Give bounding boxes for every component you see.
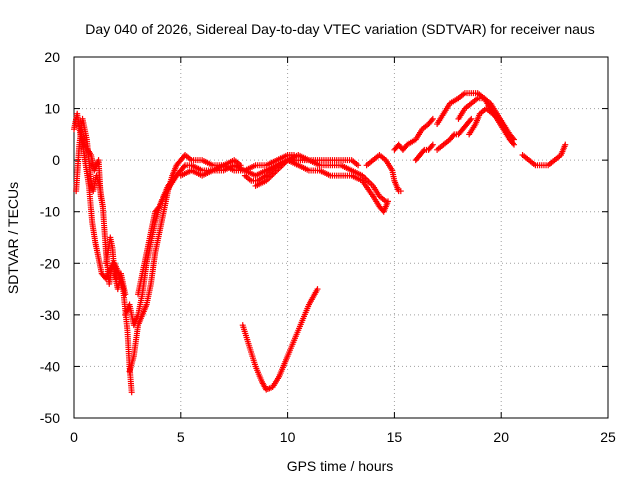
data-point xyxy=(467,117,474,124)
data-point xyxy=(122,291,129,298)
grid xyxy=(74,57,608,418)
series-late-c xyxy=(412,141,436,164)
series-rise-3 xyxy=(135,172,180,298)
x-tick-label: 20 xyxy=(493,429,509,445)
series-rise-1 xyxy=(126,151,244,375)
data-point xyxy=(428,117,435,124)
series-tail xyxy=(519,141,569,169)
data-point xyxy=(428,142,435,149)
data-points xyxy=(71,90,569,396)
y-tick-label: -50 xyxy=(40,410,60,426)
data-point xyxy=(429,141,436,148)
data-point xyxy=(429,115,436,122)
data-point xyxy=(509,135,516,142)
y-tick-label: 0 xyxy=(52,152,60,168)
data-point xyxy=(420,148,427,155)
y-tick-label: -40 xyxy=(40,358,60,374)
data-point xyxy=(511,136,518,143)
data-point xyxy=(314,286,321,293)
series-v-curve xyxy=(239,286,321,393)
y-tick-label: 20 xyxy=(44,49,60,65)
series-early-c xyxy=(75,121,106,210)
data-point xyxy=(382,198,389,205)
data-point xyxy=(355,162,362,169)
data-point xyxy=(509,140,516,147)
series-late-b xyxy=(391,115,436,153)
data-point xyxy=(181,163,188,170)
x-tick-label: 25 xyxy=(600,429,616,445)
data-point xyxy=(155,204,162,211)
y-tick-label: -30 xyxy=(40,307,60,323)
series-mid-c xyxy=(252,151,362,189)
x-tick-label: 15 xyxy=(387,429,403,445)
y-tick-label: -20 xyxy=(40,255,60,271)
series-late-a xyxy=(363,151,404,195)
series-late-g xyxy=(466,105,509,138)
x-tick-label: 5 xyxy=(177,429,185,445)
data-point xyxy=(99,203,106,210)
data-point xyxy=(397,188,404,195)
data-point xyxy=(450,132,457,139)
y-axis-label: SDTVAR / TECUs xyxy=(5,182,21,294)
ticks: 0 5 10 15 20 25 -50 -40 -30 -20 -10 0 10 20 xyxy=(40,49,616,445)
data-point xyxy=(128,389,135,396)
data-point xyxy=(468,115,475,122)
x-axis-label: GPS time / hours xyxy=(287,458,394,474)
data-point xyxy=(502,126,509,133)
y-tick-label: -10 xyxy=(40,204,60,220)
plot-frame xyxy=(73,56,609,419)
x-tick-label: 10 xyxy=(280,429,296,445)
chart-title: Day 040 of 2026, Sidereal Day-to-day VTE… xyxy=(85,21,594,37)
series-late-d xyxy=(434,115,475,153)
y-tick-label: 10 xyxy=(44,101,60,117)
data-point xyxy=(562,141,569,148)
plot-border xyxy=(73,56,609,419)
data-point xyxy=(511,141,518,148)
series-early-d xyxy=(103,234,129,298)
x-tick-label: 0 xyxy=(70,429,78,445)
